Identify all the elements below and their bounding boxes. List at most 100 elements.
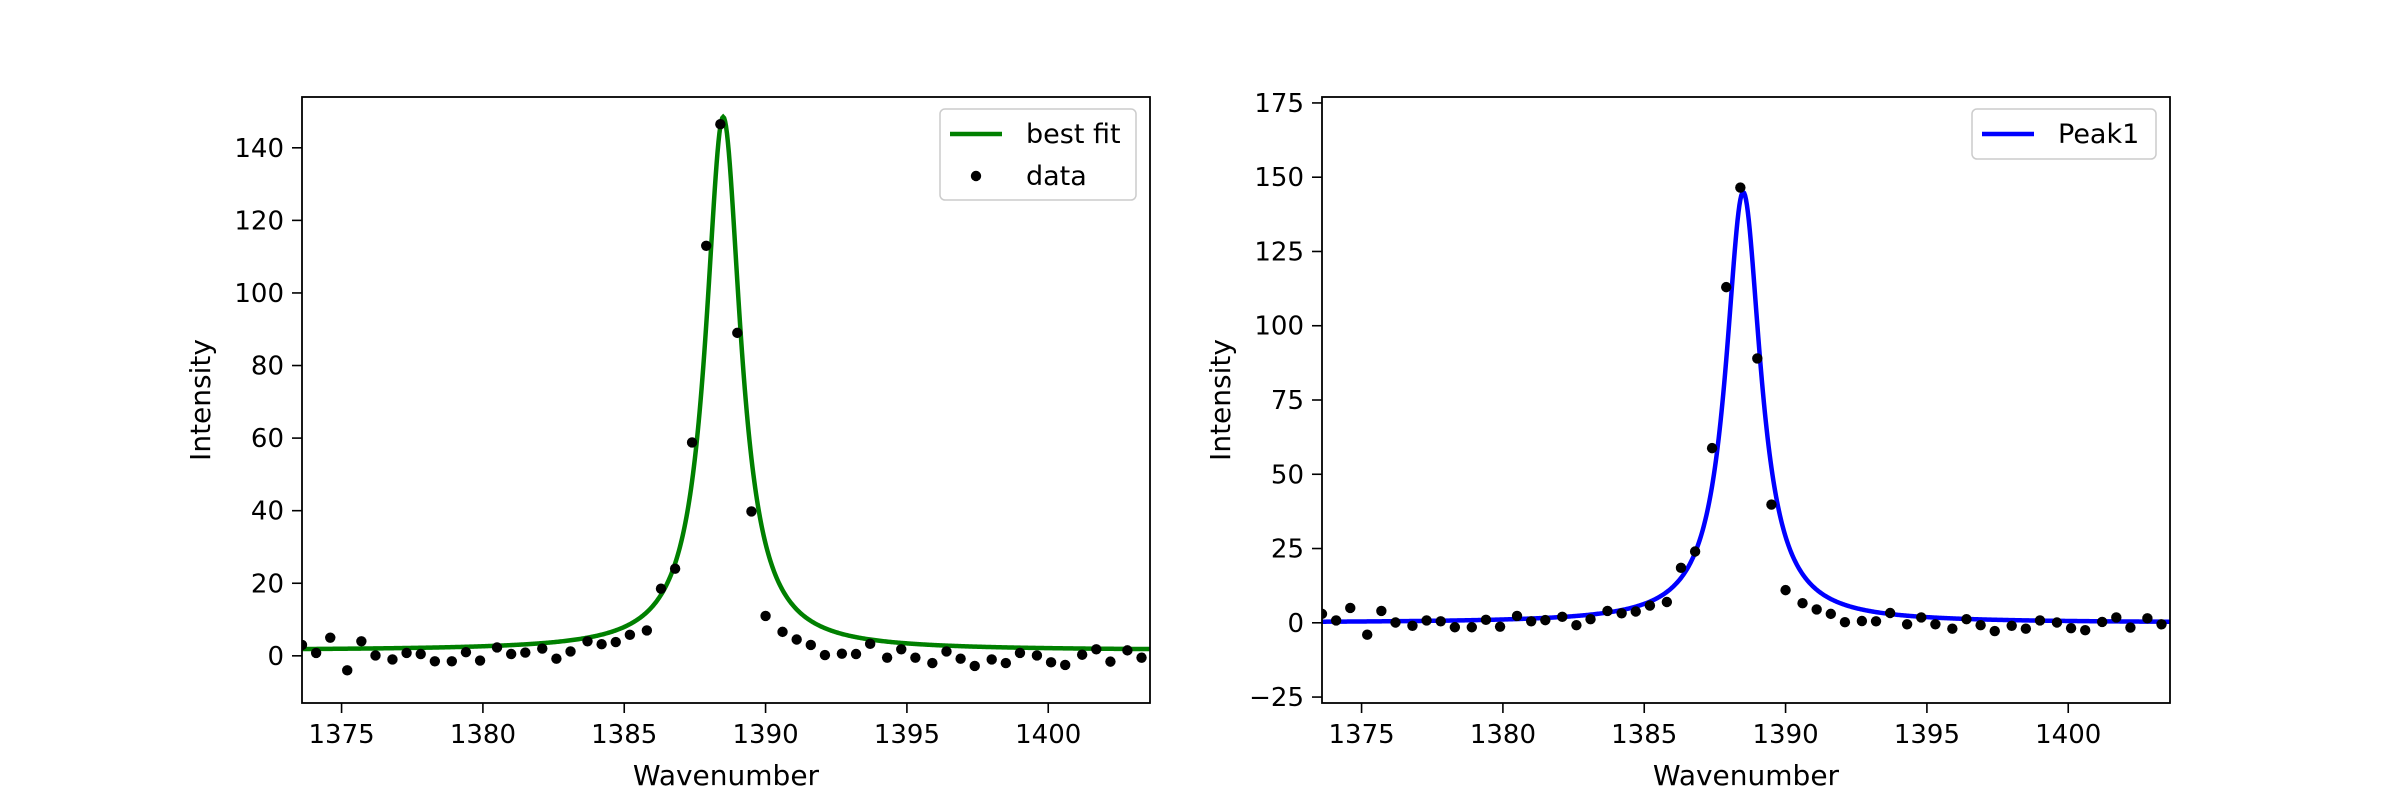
data-point [1721, 281, 1732, 293]
y-tick-label: −25 [1249, 683, 1304, 713]
y-axis-label: Intensity [184, 339, 217, 461]
x-tick-label: 1375 [308, 720, 374, 750]
fit-curve-line [1322, 189, 2170, 624]
data-point [927, 657, 938, 669]
data-point [1644, 600, 1656, 611]
data-point [969, 660, 980, 672]
y-tick-label: 0 [267, 642, 284, 672]
data-point [429, 656, 441, 667]
data-point [760, 610, 771, 622]
data-point [1330, 615, 1342, 626]
data-point [2096, 616, 2108, 628]
data-point [474, 655, 486, 666]
y-tick-label: 20 [251, 569, 284, 599]
y-tick-label: 75 [1271, 386, 1304, 416]
data-point [1557, 611, 1568, 623]
data-point [1780, 584, 1791, 596]
data-point [505, 648, 517, 660]
data-point [610, 636, 621, 648]
data-point [325, 632, 336, 643]
data-point [1031, 650, 1043, 661]
x-tick-label: 1395 [1894, 720, 1960, 750]
data-point [565, 646, 576, 657]
data-point [1105, 656, 1116, 667]
data-point [356, 636, 367, 647]
data-point [1435, 616, 1446, 627]
data-point [881, 652, 893, 663]
data-point [686, 437, 698, 448]
data-point [1525, 616, 1537, 627]
data-point [836, 648, 848, 659]
data-point [2156, 619, 2167, 630]
data-point [2020, 623, 2032, 634]
y-tick-label: 120 [234, 206, 284, 236]
plot-frame [301, 96, 1151, 704]
data-point [1511, 610, 1523, 622]
data-point [310, 647, 322, 659]
x-tick-label: 1390 [732, 720, 798, 750]
data-point [1839, 617, 1851, 628]
data-point [1689, 546, 1701, 557]
y-tick-label: 80 [251, 352, 284, 382]
data-point [805, 639, 816, 651]
data-point [415, 648, 426, 660]
y-tick-label: 100 [1254, 312, 1304, 342]
data-point [1989, 625, 2000, 637]
data-point [850, 648, 862, 660]
data-point [1585, 614, 1596, 625]
data-point [910, 652, 921, 663]
data-point [1884, 607, 1896, 619]
data-point [1916, 612, 1927, 623]
data-point [2111, 612, 2122, 623]
data-point [732, 327, 743, 339]
data-point [669, 563, 681, 574]
plot-frame [1321, 96, 2171, 704]
data-point [460, 646, 472, 658]
data-point [1421, 615, 1432, 626]
data-point [302, 639, 308, 651]
data-point [1000, 657, 1012, 669]
data-point [1390, 617, 1401, 628]
data-point [2142, 613, 2153, 624]
data-point [1675, 562, 1687, 574]
x-tick-label: 1395 [874, 720, 940, 750]
data-point [537, 643, 548, 654]
data-point [401, 647, 412, 659]
data-point [1930, 619, 1941, 630]
legend: Peak1 [1971, 108, 2157, 160]
data-point [446, 656, 458, 667]
data-point [1345, 602, 1356, 614]
y-tick-label: 175 [1254, 89, 1304, 119]
data-point [1014, 647, 1026, 659]
data-point [2006, 620, 2017, 631]
data-point [2034, 615, 2046, 626]
data-point [1045, 657, 1057, 668]
legend-label: best fit [1026, 119, 1121, 150]
data-point [819, 649, 831, 661]
data-point [791, 634, 802, 645]
legend-label: Peak1 [2058, 119, 2139, 150]
data-point [1961, 614, 1972, 625]
data-point [1975, 619, 1986, 631]
data-point [1494, 621, 1506, 632]
data-point [1856, 615, 1868, 627]
x-axis-label: Wavenumber [633, 759, 820, 792]
legend: best fit data [939, 108, 1137, 201]
data-point [1766, 499, 1777, 510]
data-point [864, 638, 876, 650]
legend-marker-swatch [970, 170, 982, 182]
data-point [2080, 625, 2091, 636]
data-point [655, 583, 667, 594]
data-point [1122, 645, 1133, 656]
data-point [551, 653, 562, 664]
data-point [1449, 622, 1461, 633]
data-point [1136, 652, 1147, 663]
data-point [1571, 619, 1582, 631]
data-point [715, 119, 726, 130]
legend-label: data [1026, 161, 1087, 192]
y-tick-label: 40 [251, 497, 284, 527]
y-tick-label: 100 [234, 279, 284, 309]
y-tick-label: 150 [1254, 163, 1304, 193]
x-axis-label: Wavenumber [1653, 759, 1840, 792]
